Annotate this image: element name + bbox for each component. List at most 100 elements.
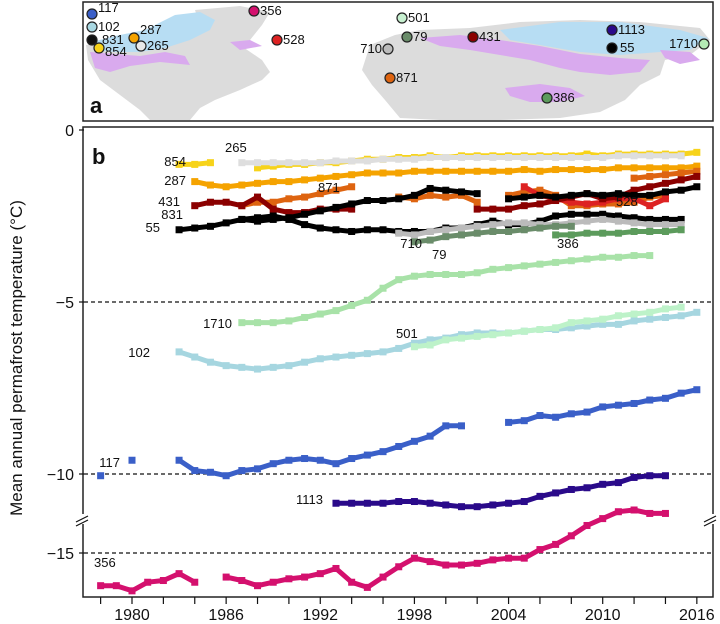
data-point bbox=[301, 358, 309, 366]
data-point bbox=[301, 159, 309, 167]
data-point bbox=[363, 350, 371, 358]
data-point bbox=[567, 319, 575, 327]
site-marker bbox=[382, 43, 394, 55]
data-point bbox=[661, 227, 669, 235]
data-point bbox=[661, 472, 669, 480]
data-point bbox=[97, 472, 105, 480]
data-point bbox=[175, 570, 183, 578]
data-point bbox=[693, 172, 701, 180]
data-point bbox=[316, 207, 324, 215]
data-point bbox=[614, 253, 622, 261]
map-site-102: 102 bbox=[86, 19, 120, 34]
data-point bbox=[191, 160, 199, 168]
data-point bbox=[348, 183, 356, 191]
data-point bbox=[646, 509, 654, 517]
data-point bbox=[505, 167, 513, 175]
data-point bbox=[238, 159, 246, 167]
data-point bbox=[552, 222, 560, 230]
data-point bbox=[222, 219, 230, 227]
y-tick-label: −10 bbox=[47, 467, 74, 484]
data-point bbox=[285, 159, 293, 167]
data-point bbox=[301, 455, 309, 463]
data-point bbox=[285, 195, 293, 203]
map-site-287: 287 bbox=[128, 22, 162, 44]
data-point bbox=[426, 341, 434, 349]
data-point bbox=[583, 166, 591, 174]
land-greenland bbox=[195, 6, 270, 52]
data-point bbox=[254, 179, 262, 187]
data-point bbox=[442, 193, 450, 201]
data-point bbox=[332, 186, 340, 194]
data-point bbox=[97, 582, 105, 590]
data-point bbox=[363, 157, 371, 165]
data-point bbox=[630, 174, 638, 182]
data-point bbox=[457, 270, 465, 278]
data-point bbox=[457, 503, 465, 511]
series-label-265: 265 bbox=[225, 140, 247, 155]
data-point bbox=[379, 169, 387, 177]
continuous-permafrost-siberia bbox=[500, 22, 708, 55]
data-point bbox=[254, 214, 262, 222]
x-tick-label: 2016 bbox=[679, 607, 715, 624]
data-point bbox=[191, 202, 199, 210]
data-point bbox=[614, 508, 622, 516]
data-point bbox=[254, 582, 262, 590]
site-label: 386 bbox=[553, 90, 575, 105]
data-point bbox=[520, 219, 528, 227]
data-point bbox=[442, 226, 450, 234]
map-site-265: 265 bbox=[135, 38, 169, 53]
data-point bbox=[505, 418, 513, 426]
data-point bbox=[363, 583, 371, 591]
data-point bbox=[457, 154, 465, 162]
data-point bbox=[552, 166, 560, 174]
y-tick-label: 0 bbox=[65, 123, 74, 140]
map-site-356: 356 bbox=[248, 3, 282, 18]
data-point bbox=[583, 210, 591, 218]
data-point bbox=[410, 167, 418, 175]
data-point bbox=[332, 226, 340, 234]
data-point bbox=[175, 456, 183, 464]
data-point bbox=[410, 554, 418, 562]
map-site-55: 55 bbox=[606, 40, 634, 55]
series-287 bbox=[191, 162, 701, 191]
map-site-831: 831 bbox=[86, 32, 124, 47]
data-point bbox=[410, 238, 418, 246]
data-point bbox=[191, 578, 199, 586]
data-point bbox=[238, 215, 246, 223]
data-point bbox=[191, 178, 199, 186]
data-point bbox=[693, 167, 701, 175]
data-point bbox=[599, 315, 607, 323]
data-point bbox=[379, 155, 387, 163]
data-point bbox=[567, 257, 575, 265]
data-point bbox=[348, 157, 356, 165]
map-site-528: 528 bbox=[271, 32, 305, 47]
data-point bbox=[191, 353, 199, 361]
series-117 bbox=[97, 386, 701, 480]
data-point bbox=[505, 154, 513, 162]
series-1113 bbox=[332, 472, 669, 511]
data-point bbox=[222, 198, 230, 206]
series-1710 bbox=[238, 252, 654, 327]
data-point bbox=[473, 167, 481, 175]
data-point bbox=[473, 559, 481, 567]
site-label: 1710 bbox=[669, 36, 698, 51]
data-point bbox=[599, 480, 607, 488]
data-point bbox=[661, 509, 669, 517]
data-point bbox=[661, 221, 669, 229]
data-point bbox=[693, 308, 701, 316]
data-point bbox=[646, 152, 654, 160]
data-point bbox=[363, 169, 371, 177]
data-point bbox=[583, 217, 591, 225]
series-label-854: 854 bbox=[164, 154, 186, 169]
data-point bbox=[254, 193, 262, 201]
data-point bbox=[332, 353, 340, 361]
data-point bbox=[363, 296, 371, 304]
site-label: 79 bbox=[413, 29, 427, 44]
map-site-1113: 1113 bbox=[606, 22, 645, 37]
series-label-431: 431 bbox=[158, 194, 180, 209]
series-79 bbox=[410, 222, 575, 246]
data-point bbox=[191, 224, 199, 232]
data-point bbox=[567, 154, 575, 162]
data-point bbox=[410, 155, 418, 163]
